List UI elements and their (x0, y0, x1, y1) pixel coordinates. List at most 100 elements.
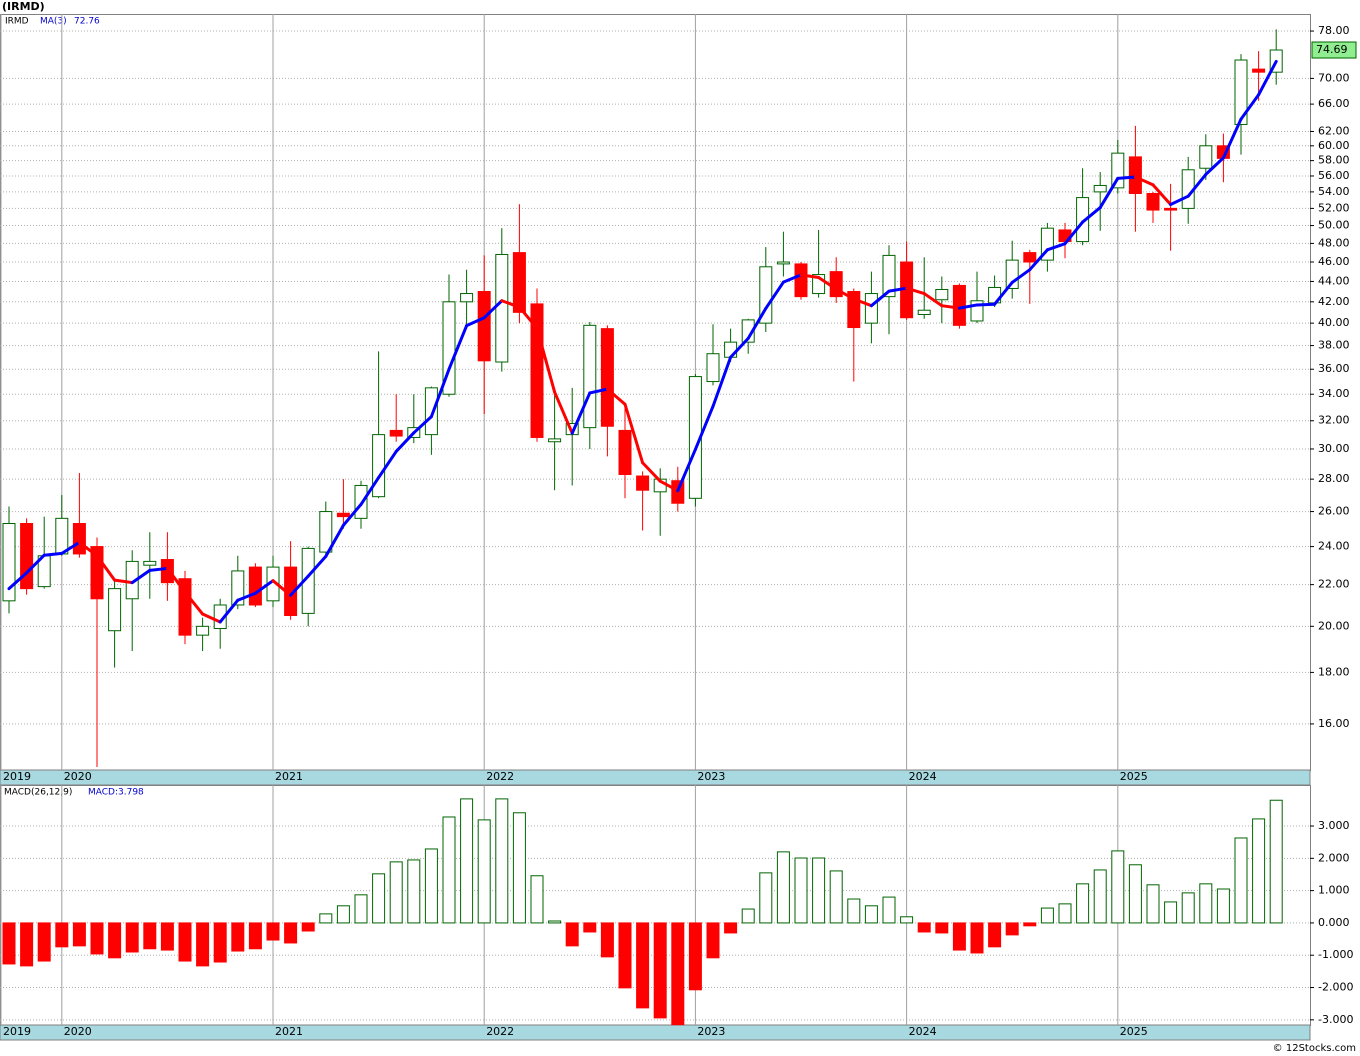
candle-body (952, 284, 966, 326)
macd-bar (847, 898, 861, 924)
y-tick-label: 78.00 (1318, 24, 1350, 37)
macd-bar (389, 861, 403, 924)
x-tick-label: 2024 (909, 770, 937, 783)
ma-line (183, 590, 205, 616)
candle-body (108, 588, 122, 632)
x-axis-band (0, 1024, 1311, 1041)
x-tick-label: 2019 (3, 770, 31, 783)
ma-line (781, 273, 803, 284)
macd-bar (1199, 883, 1213, 924)
ma-line (570, 391, 592, 435)
ma-line (1169, 194, 1190, 206)
y-tick-label: 26.00 (1318, 505, 1350, 518)
ma-line (905, 286, 926, 296)
candle-body (1146, 193, 1160, 211)
macd-bar (548, 920, 562, 924)
y-tick-label: 38.00 (1318, 339, 1350, 352)
candle-body (1252, 68, 1266, 73)
ma-line (60, 540, 81, 555)
macd-bar (618, 922, 632, 989)
legend-entry: IRMD (5, 17, 29, 27)
candle-body (636, 475, 650, 491)
y-tick-label: 52.00 (1318, 201, 1350, 214)
chart-title: (IRMD) (2, 0, 45, 13)
candle-body (1076, 197, 1090, 243)
ma-line (817, 275, 838, 291)
y-tick-label: 2.000 (1318, 851, 1350, 864)
candle-body (512, 252, 526, 313)
candle-body (776, 261, 790, 265)
ma-line (1063, 220, 1085, 246)
ma-line (1239, 93, 1261, 121)
macd-bar (160, 922, 174, 951)
y-tick-label: -3.000 (1318, 1013, 1353, 1026)
ma-line (693, 404, 715, 451)
candle-body (1164, 207, 1178, 211)
x-axis-band (0, 769, 1311, 786)
macd-bar (2, 922, 16, 965)
y-tick-label: 18.00 (1318, 665, 1350, 678)
x-tick-label: 2024 (909, 1025, 937, 1038)
macd-bar (1181, 892, 1195, 924)
macd-bar (72, 922, 86, 947)
macd-bar (442, 816, 456, 924)
candle-body (72, 523, 86, 555)
macd-bar (530, 875, 544, 924)
ma-line (271, 579, 293, 597)
ma-line (1257, 59, 1278, 97)
candle-body (178, 578, 192, 636)
ma-line (605, 387, 627, 406)
candle-body (196, 625, 210, 636)
ma-line (1028, 248, 1049, 272)
x-tick-label: 2021 (275, 770, 303, 783)
candle-body (917, 309, 931, 315)
y-tick-label: 46.00 (1318, 255, 1350, 268)
ma-line (658, 479, 680, 493)
ma-line (77, 540, 99, 558)
y-tick-label: 1.000 (1318, 884, 1350, 897)
ma-line (993, 280, 1014, 306)
ma-line (253, 579, 275, 595)
y-tick-label: 56.00 (1318, 169, 1350, 182)
ma-line (922, 292, 944, 308)
ma-line (25, 553, 46, 575)
macd-bar (1111, 850, 1125, 924)
macd-bar (460, 798, 474, 924)
ma-line (1221, 117, 1243, 160)
candle-body (864, 293, 878, 324)
candle-body (2, 523, 16, 602)
ma-line (130, 568, 152, 585)
y-tick-label: 62.00 (1318, 124, 1350, 137)
macd-bar (900, 916, 914, 924)
macd-bar (512, 812, 526, 924)
macd-bar (917, 922, 931, 933)
macd-bar (1146, 884, 1160, 924)
ma-line (377, 449, 398, 480)
candle-body (495, 253, 509, 363)
y-tick-label: 20.00 (1318, 619, 1350, 632)
candle-body (143, 560, 157, 566)
macd-bar (407, 859, 421, 924)
macd-bar (231, 922, 245, 952)
ma-line (1045, 242, 1067, 252)
ma-line (201, 612, 222, 624)
last-price-label: 74.69 (1316, 43, 1348, 56)
y-tick-label: 24.00 (1318, 540, 1350, 553)
macd-bar (1005, 922, 1019, 936)
ma-line (113, 578, 134, 585)
x-tick-label: 2025 (1120, 1025, 1148, 1038)
ma-line (535, 326, 557, 394)
legend-entry: MA(3) (40, 17, 67, 27)
candle-body (55, 517, 69, 555)
macd-bar (266, 922, 280, 941)
ma-line (1186, 172, 1208, 198)
y-tick-label: -2.000 (1318, 981, 1353, 994)
ma-line (1010, 268, 1032, 284)
y-tick-label: 22.00 (1318, 578, 1350, 591)
macd-bar (55, 922, 69, 948)
candle-body (248, 566, 262, 606)
ma-line (746, 306, 768, 340)
candle-body (706, 353, 720, 383)
macd-bar (776, 851, 790, 924)
ma-line (1098, 176, 1120, 210)
